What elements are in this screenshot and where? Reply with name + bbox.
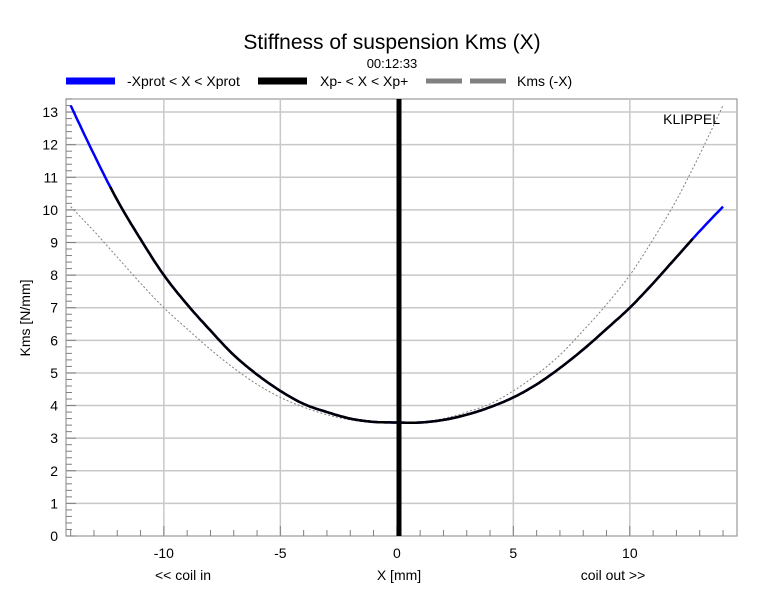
legend-label-xprot: -Xprot < X < Xprot [127,73,240,89]
chart-title: Stiffness of suspension Kms (X) [243,31,540,54]
x-axis-note-left: << coil in [155,567,211,583]
legend-label-xp: Xp- < X < Xp+ [320,73,408,89]
x-axis-note-right: coil out >> [581,567,646,583]
x-tick-label: 10 [622,545,638,561]
y-tick-label: 1 [50,495,58,511]
y-tick-label: 13 [42,104,58,120]
y-tick-label: 5 [50,365,58,381]
legend: -Xprot < X < Xprot Xp- < X < Xp+ Kms (-X… [66,73,572,89]
x-tick-label: -5 [274,545,287,561]
x-tick-labels: -10 -5 0 5 10 [154,545,638,561]
y-tick-label: 2 [50,463,58,479]
y-tick-label: 10 [42,202,58,218]
y-tick-label: 3 [50,430,58,446]
y-tick-label: 8 [50,267,58,283]
chart-timestamp: 00:12:33 [367,56,418,71]
x-tick-label: 5 [509,545,517,561]
y-tick-label: 12 [42,137,58,153]
y-axis-label: Kms [N/mm] [17,280,33,357]
x-axis-label: X [mm] [377,567,421,583]
x-tick-label: -10 [154,545,174,561]
brand-label: KLIPPEL [663,111,720,127]
y-tick-label: 4 [50,398,58,414]
x-tick-label: 0 [393,545,401,561]
y-tick-label: 9 [50,234,58,250]
y-tick-label: 11 [43,169,58,185]
legend-label-kms-neg: Kms (-X) [517,73,572,89]
y-tick-label: 6 [50,332,58,348]
y-tick-label: 0 [50,528,58,544]
minor-ticks [66,98,724,537]
y-tick-label: 7 [50,300,58,316]
